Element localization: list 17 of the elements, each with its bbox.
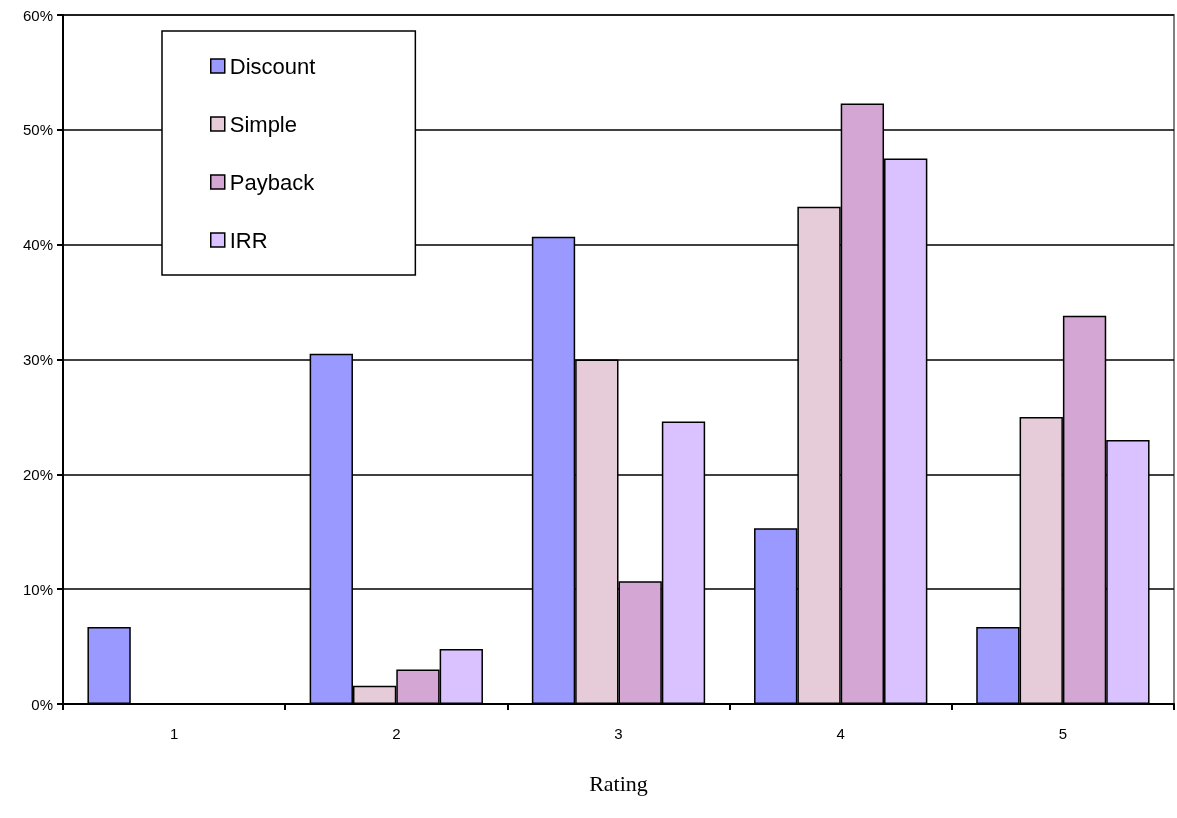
x-tick-label: 2 [392, 725, 401, 742]
x-tick-label: 3 [614, 725, 623, 742]
y-tick-label: 30% [22, 351, 53, 368]
x-tick-label: 1 [169, 725, 179, 742]
legend-label: Simple [229, 111, 297, 137]
x-tick-label: 5 [1058, 725, 1068, 742]
y-tick-label: 40% [22, 236, 53, 254]
legend-label: Payback [229, 169, 316, 195]
y-tick-label: 60% [22, 6, 53, 24]
x-axis-title: Rating [589, 770, 648, 796]
y-tick-label: 20% [22, 465, 53, 483]
legend-label: Discount [229, 53, 316, 79]
x-tick-label: 4 [836, 725, 845, 742]
y-tick-label: 50% [22, 121, 53, 139]
y-tick-label: 0% [31, 695, 53, 713]
legend-label: IRR [229, 227, 268, 253]
y-tick-label: 10% [22, 580, 53, 598]
